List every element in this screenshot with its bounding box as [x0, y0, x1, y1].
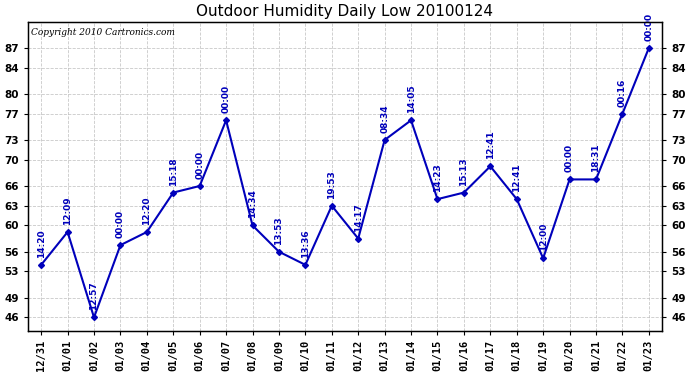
Text: 19:53: 19:53 [327, 170, 336, 199]
Text: 15:18: 15:18 [169, 157, 178, 186]
Text: 14:20: 14:20 [37, 229, 46, 258]
Text: 00:00: 00:00 [195, 151, 204, 179]
Text: 12:20: 12:20 [142, 196, 151, 225]
Text: 13:36: 13:36 [301, 229, 310, 258]
Text: 13:53: 13:53 [275, 216, 284, 245]
Text: 00:00: 00:00 [221, 85, 230, 113]
Text: 12:00: 12:00 [539, 223, 548, 251]
Text: 15:13: 15:13 [460, 157, 469, 186]
Text: 14:17: 14:17 [354, 203, 363, 232]
Text: 14:23: 14:23 [433, 164, 442, 192]
Text: 00:00: 00:00 [565, 144, 574, 172]
Text: 12:41: 12:41 [512, 164, 521, 192]
Text: Copyright 2010 Cartronics.com: Copyright 2010 Cartronics.com [31, 28, 175, 37]
Text: 12:41: 12:41 [486, 130, 495, 159]
Text: 08:34: 08:34 [380, 104, 389, 133]
Text: 14:34: 14:34 [248, 190, 257, 219]
Text: 00:00: 00:00 [644, 13, 653, 41]
Text: 14:05: 14:05 [406, 85, 415, 113]
Title: Outdoor Humidity Daily Low 20100124: Outdoor Humidity Daily Low 20100124 [197, 4, 493, 19]
Text: 00:16: 00:16 [618, 78, 627, 107]
Text: 12:57: 12:57 [90, 282, 99, 310]
Text: 12:09: 12:09 [63, 196, 72, 225]
Text: 00:00: 00:00 [116, 210, 125, 238]
Text: 18:31: 18:31 [591, 144, 600, 172]
